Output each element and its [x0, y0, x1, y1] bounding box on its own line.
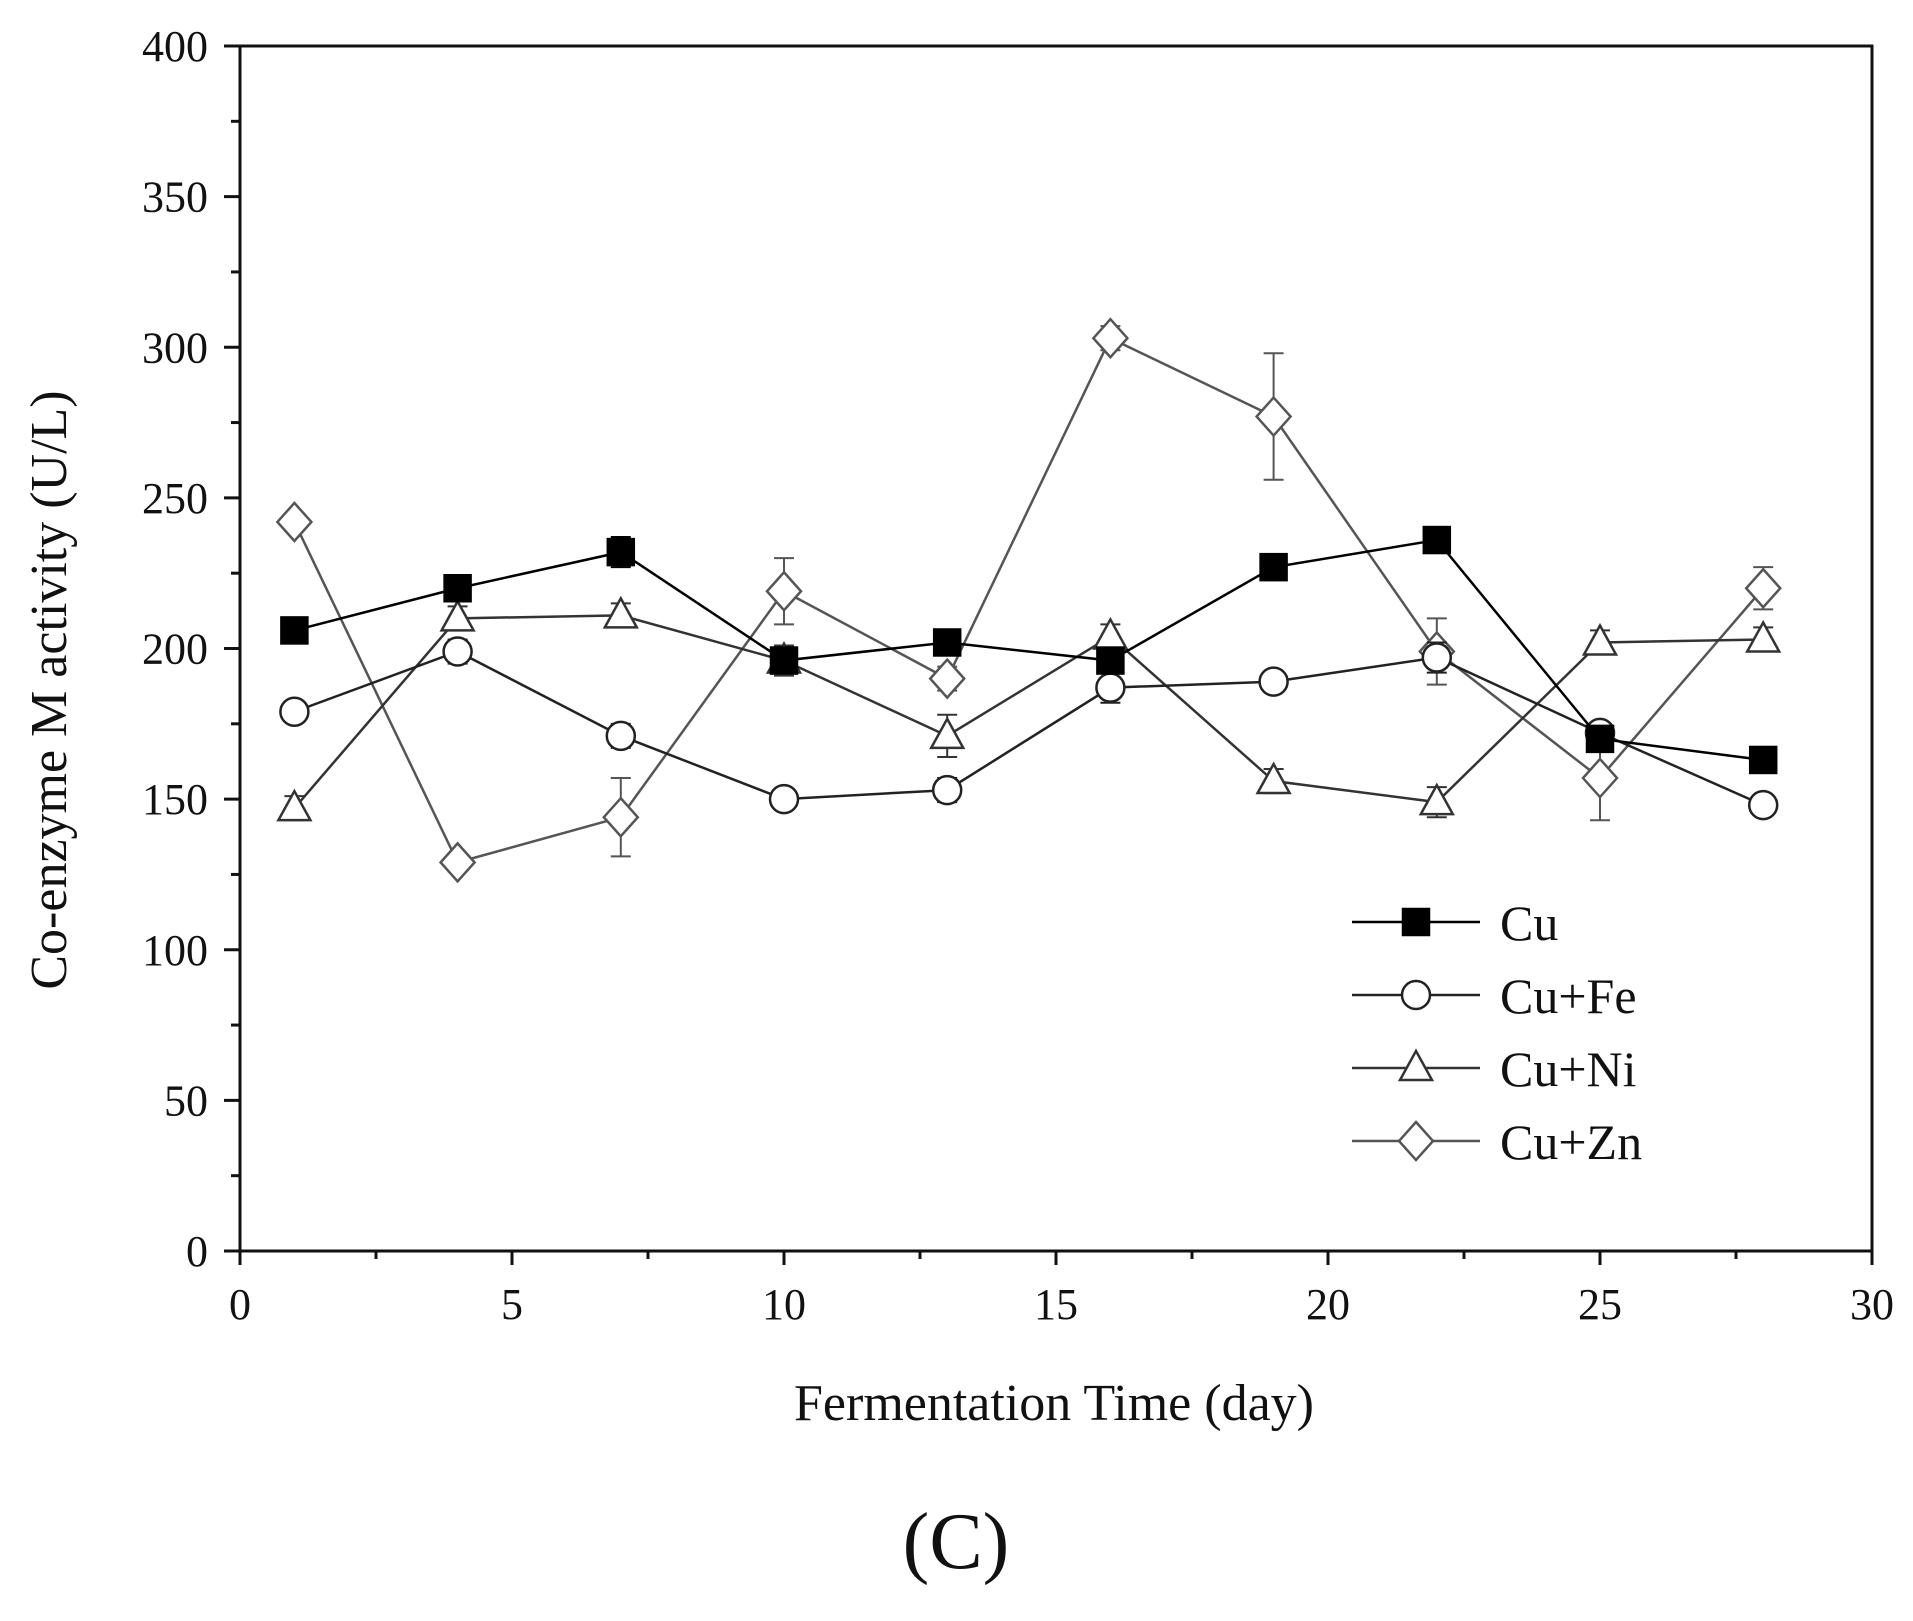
- legend: Cu Cu+Fe Cu+Ni Cu+Zn: [1352, 895, 1642, 1170]
- data-point-cu-fe: [1258, 666, 1289, 697]
- legend-label-cu-ni: Cu+Ni: [1500, 1041, 1637, 1097]
- data-point-cu-fe: [1747, 789, 1779, 821]
- legend-marker-cu-ni: [1397, 1048, 1435, 1082]
- legend-item-cu: Cu: [1352, 895, 1558, 951]
- legend-marker-cu: [1401, 907, 1431, 937]
- data-point-cu-zn: [438, 841, 477, 884]
- series-cu: [280, 525, 1778, 775]
- y-tick-label: 200: [142, 625, 208, 674]
- data-point-cu-fe: [768, 783, 800, 815]
- data-point-cu-zn: [1744, 567, 1782, 610]
- data-point-cu-ni: [929, 716, 966, 750]
- x-axis-title: Fermentation Time (day): [794, 1375, 1314, 1432]
- legend-label-cu-fe: Cu+Fe: [1500, 968, 1637, 1024]
- legend-marker-cu-fe: [1400, 979, 1432, 1011]
- data-point-cu-fe: [279, 696, 310, 728]
- x-tick-label: 20: [1306, 1280, 1350, 1329]
- series-line-cu-fe: [293, 650, 1764, 807]
- data-point-cu-ni: [1418, 782, 1455, 816]
- data-point-cu: [769, 646, 799, 675]
- series-line-cu-ni: [293, 614, 1764, 809]
- data-point-cu: [932, 628, 962, 657]
- y-tick-label: 0: [186, 1227, 208, 1276]
- data-point-cu-ni: [276, 788, 313, 822]
- legend-item-cu-ni: Cu+Ni: [1352, 1041, 1637, 1097]
- data-point-cu-fe: [442, 636, 473, 667]
- y-tick-label: 350: [142, 173, 208, 222]
- data-point-cu: [1422, 525, 1452, 555]
- data-point-cu-ni: [439, 598, 476, 632]
- data-point-cu-fe: [1095, 672, 1126, 703]
- x-tick-label: 10: [762, 1280, 806, 1329]
- series-cu-ni: [276, 595, 1782, 822]
- legend-item-cu-fe: Cu+Fe: [1352, 968, 1637, 1024]
- data-point-cu: [280, 616, 309, 645]
- series-cu-zn: [275, 317, 1782, 884]
- data-point-cu: [1585, 724, 1615, 754]
- series-cu-fe: [279, 636, 1779, 821]
- data-point-cu-fe: [931, 774, 963, 806]
- y-tick-label: 300: [142, 323, 208, 372]
- data-point-cu: [1259, 552, 1288, 582]
- legend-item-cu-zn: Cu+Zn: [1352, 1114, 1642, 1170]
- data-point-cu: [1096, 646, 1125, 675]
- data-point-cu: [606, 537, 636, 567]
- data-point-cu-ni: [602, 595, 639, 629]
- data-point-cu-zn: [765, 570, 803, 613]
- plot-area: [275, 317, 1782, 884]
- x-tick-label: 25: [1578, 1280, 1622, 1329]
- data-point-cu-ni: [1581, 622, 1619, 656]
- x-tick-label: 5: [501, 1280, 523, 1329]
- x-tick-label: 30: [1850, 1280, 1894, 1329]
- y-tick-label: 50: [164, 1076, 208, 1125]
- data-point-cu-ni: [1255, 761, 1292, 795]
- y-tick-label: 400: [142, 22, 208, 71]
- data-point-cu: [1748, 745, 1778, 775]
- data-point-cu-zn: [602, 796, 640, 839]
- x-tick-label: 0: [229, 1280, 251, 1329]
- data-point-cu-fe: [1421, 642, 1453, 673]
- data-point-cu-ni: [1745, 619, 1782, 653]
- data-point-cu-zn: [1581, 757, 1619, 799]
- data-point-cu-zn: [1254, 395, 1293, 438]
- data-point-cu: [443, 574, 472, 603]
- series-line-cu-zn: [293, 336, 1765, 864]
- y-tick-label: 150: [142, 775, 208, 824]
- legend-marker-cu-zn: [1397, 1120, 1435, 1162]
- y-tick-label: 100: [142, 926, 208, 975]
- data-point-cu-ni: [1092, 616, 1129, 650]
- y-tick-label: 250: [142, 474, 208, 523]
- x-tick-label: 15: [1034, 1280, 1078, 1329]
- y-axis-title: Co-enzyme M activity (U/L): [21, 390, 78, 989]
- data-point-cu-zn: [928, 657, 966, 700]
- data-point-cu-zn: [275, 501, 314, 543]
- data-point-cu-zn: [1091, 317, 1130, 360]
- legend-label-cu-zn: Cu+Zn: [1500, 1114, 1642, 1170]
- panel-label: (C): [903, 1498, 1010, 1586]
- legend-label-cu: Cu: [1500, 895, 1558, 951]
- data-point-cu-fe: [605, 720, 637, 752]
- series-line-cu: [294, 538, 1764, 762]
